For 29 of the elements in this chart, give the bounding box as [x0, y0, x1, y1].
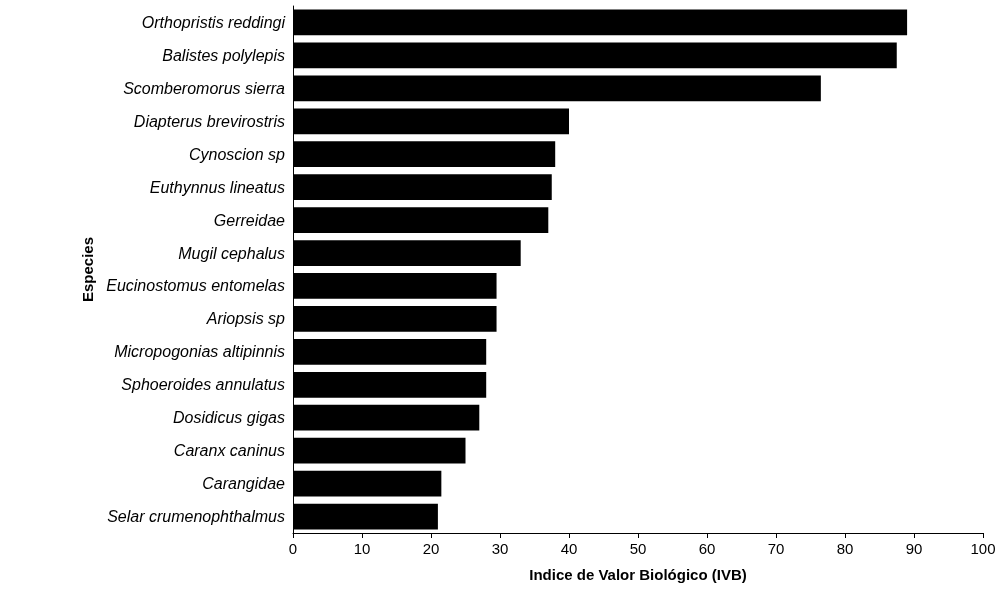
y-tick-label: Dosidicus gigas [172, 409, 285, 427]
x-axis-title: Indice de Valor Biológico (IVB) [529, 566, 747, 583]
y-tick-label: Eucinostomus entomelas [106, 277, 285, 295]
x-tick-label: 100 [970, 540, 996, 557]
y-axis-title: Especies [79, 236, 97, 303]
x-tick-label: 90 [905, 540, 923, 557]
y-tick-label: Selar crumenophthalmus [107, 508, 285, 526]
y-tick-label: Gerreidae [213, 211, 286, 229]
y-tick-label: Caranx caninus [173, 442, 285, 460]
y-tick-label: Mugil cephalus [178, 244, 285, 262]
x-tick-label: 50 [629, 540, 647, 557]
x-tick-label: 10 [353, 540, 371, 557]
y-tick-label: Euthynnus lineatus [149, 178, 285, 196]
y-tick-label: Balistes polylepis [162, 46, 285, 64]
y-tick-label: Carangidae [202, 475, 286, 493]
x-tick-label: 0 [288, 540, 298, 557]
y-tick-label: Scomberomorus sierra [123, 79, 286, 97]
y-tick-label: Micropogonias altipinnis [114, 343, 285, 361]
x-tick-label: 40 [560, 540, 578, 557]
y-tick-label: Orthopristis reddingi [141, 13, 286, 31]
x-tick-label: 80 [836, 540, 854, 557]
y-tick-label: Sphoeroides annulatus [121, 376, 285, 394]
y-tick-label: Diapterus brevirostris [133, 112, 285, 130]
x-tick-label: 20 [422, 540, 440, 557]
x-tick-label: 30 [491, 540, 509, 557]
x-tick-label: 60 [698, 540, 716, 557]
x-tick-label: 70 [767, 540, 785, 557]
y-tick-label: Ariopsis sp [205, 310, 286, 328]
y-tick-label: Cynoscion sp [188, 145, 286, 163]
